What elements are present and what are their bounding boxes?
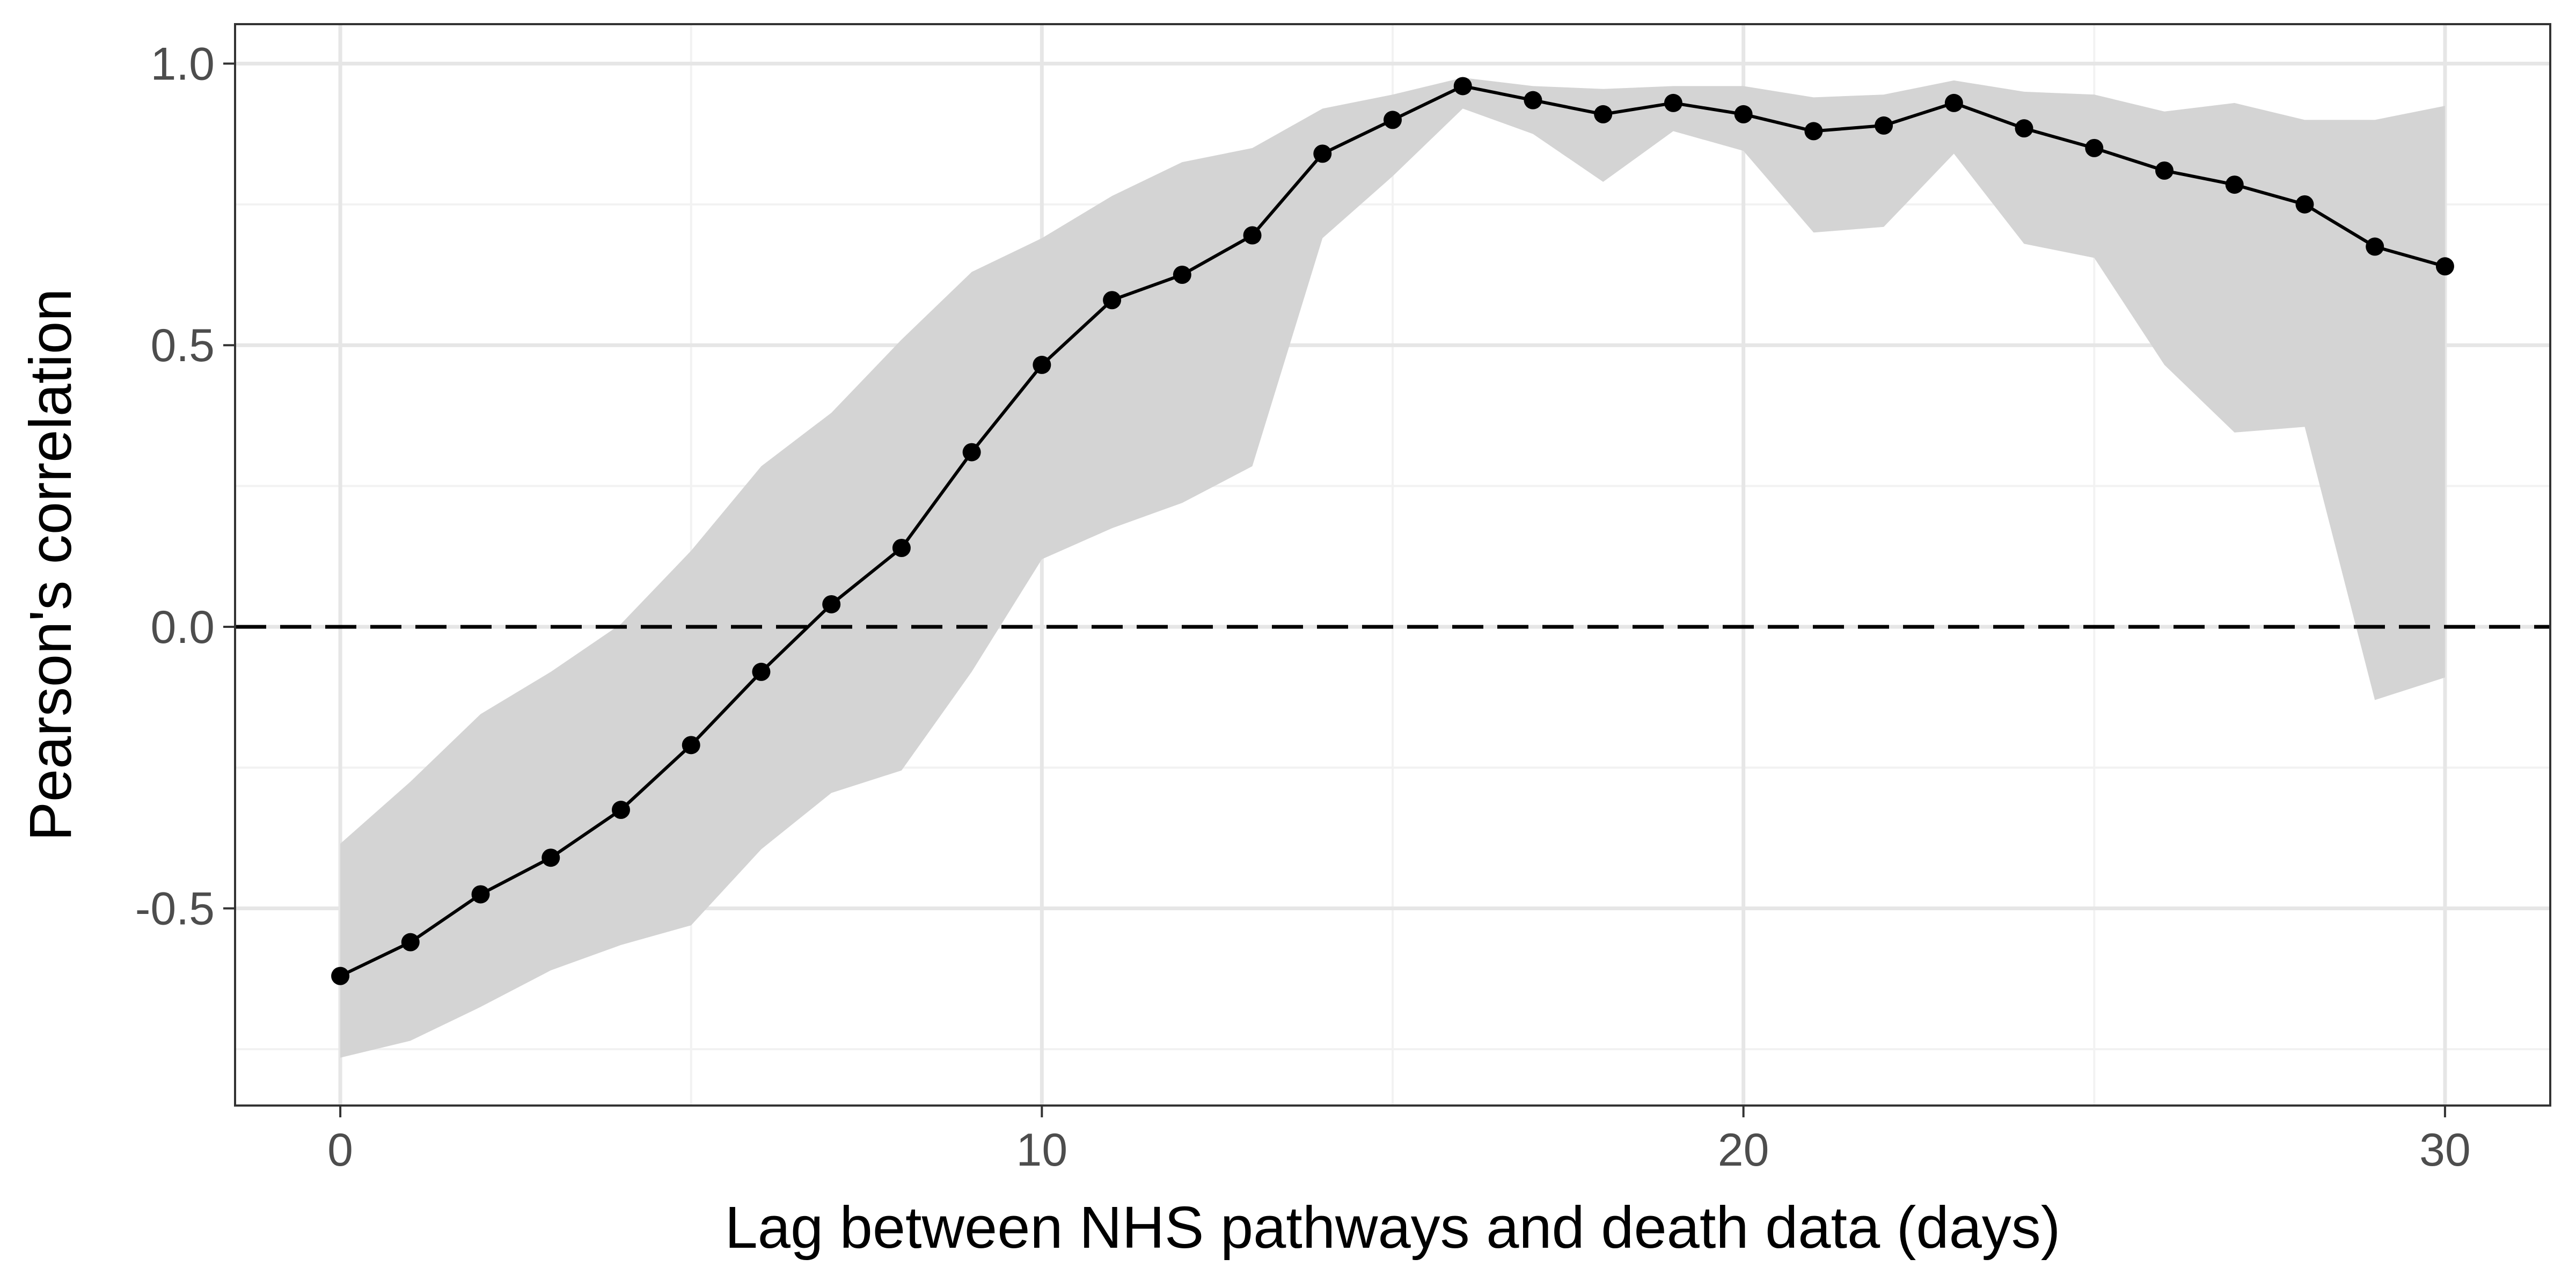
panel-border [234, 23, 2551, 1107]
data-point [612, 801, 630, 819]
x-axis-ticks: 0 10 20 30 [327, 1106, 2471, 1176]
y-tick-label: 0.0 [150, 602, 215, 653]
data-point [752, 662, 771, 681]
y-axis-ticks: -0.5 0.0 0.5 1.0 [135, 38, 235, 935]
data-point [1384, 111, 1402, 129]
major-gridlines [235, 24, 2550, 1106]
data-point [962, 443, 981, 462]
data-point [892, 539, 911, 558]
data-point [1594, 105, 1613, 123]
x-axis-title: Lag between NHS pathways and death data … [725, 1195, 2061, 1261]
data-point [1313, 144, 1332, 163]
data-point [1524, 91, 1542, 109]
x-tick-label: 10 [1016, 1124, 1068, 1176]
points-layer [331, 77, 2454, 985]
y-tick-label: 0.5 [150, 320, 215, 371]
data-point [2295, 195, 2314, 214]
y-tick-label: -0.5 [135, 883, 215, 935]
y-tick-label: 1.0 [150, 38, 215, 90]
data-point [2155, 161, 2174, 180]
data-point [682, 736, 700, 755]
y-axis-title: Pearson's correlation [18, 289, 84, 841]
data-point [331, 967, 350, 985]
data-point [2435, 257, 2454, 276]
data-point [471, 885, 490, 904]
data-point [541, 848, 560, 867]
data-point [1875, 116, 1893, 135]
data-point [1243, 226, 1262, 245]
data-point [1944, 93, 1963, 112]
data-point [1453, 77, 1472, 96]
data-point [1734, 105, 1753, 123]
data-point [401, 933, 420, 952]
x-tick-label: 0 [327, 1124, 353, 1176]
data-point [1103, 291, 1122, 310]
data-point [822, 595, 841, 613]
data-point [2015, 119, 2033, 138]
data-point [2366, 237, 2384, 256]
data-point [1033, 355, 1051, 374]
data-point [1664, 93, 1682, 112]
x-tick-label: 20 [1718, 1124, 1769, 1176]
data-point [2225, 175, 2244, 194]
data-point [1804, 122, 1823, 141]
data-point [2085, 138, 2104, 157]
x-tick-label: 30 [2419, 1124, 2471, 1176]
data-point [1173, 266, 1191, 284]
